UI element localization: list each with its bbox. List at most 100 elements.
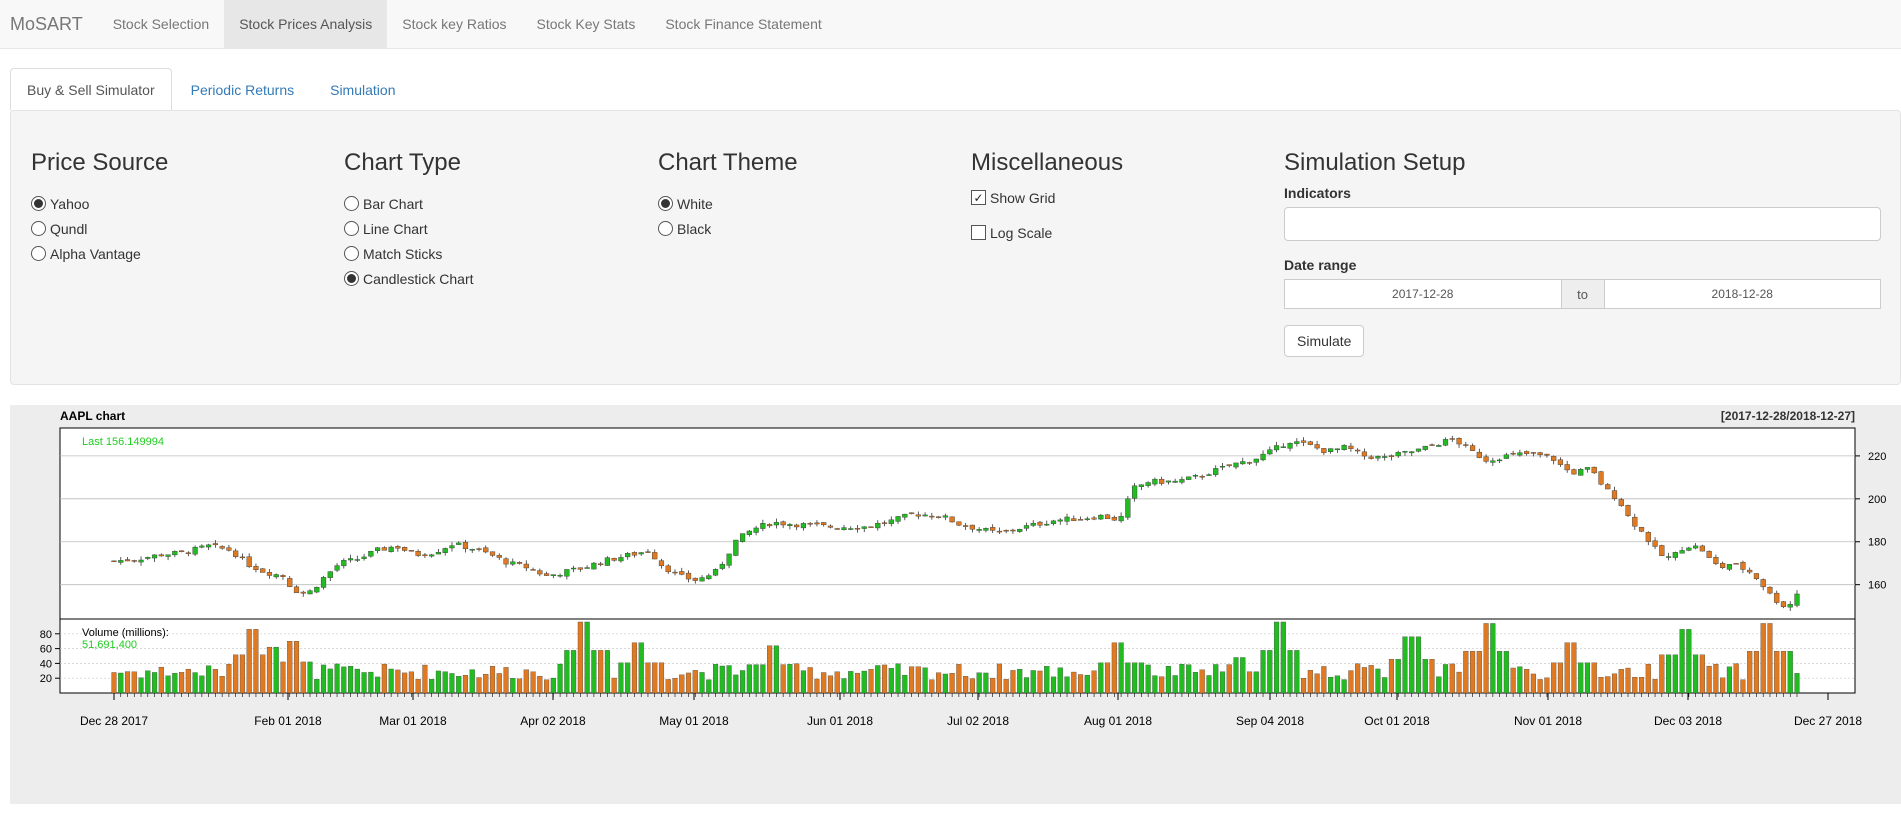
candle-body	[1598, 471, 1604, 485]
volume-bar	[280, 661, 286, 694]
chart-type-group: Chart Type Bar Chart Line Chart Match St…	[344, 149, 474, 291]
volume-bar	[1611, 673, 1618, 694]
candle-body	[699, 577, 705, 582]
volume-bar	[138, 677, 144, 694]
nav-stock-key-ratios[interactable]: Stock key Ratios	[402, 16, 507, 32]
radio-candlestick-chart[interactable]: Candlestick Chart	[344, 266, 474, 291]
volume-layer	[111, 621, 1800, 694]
radio-bar-chart[interactable]: Bar Chart	[344, 191, 474, 216]
candle-body	[327, 571, 333, 578]
candle-body	[875, 523, 881, 529]
candle-body	[341, 559, 347, 567]
date-end-input[interactable]: 2018-12-28	[1603, 279, 1881, 309]
candle-body	[185, 552, 191, 555]
candle-body	[1449, 438, 1455, 440]
candle-body	[645, 551, 651, 553]
app-brand[interactable]: MoSART	[10, 13, 83, 34]
radio-white[interactable]: White	[658, 191, 798, 216]
nav-stock-finance-statement[interactable]: Stock Finance Statement	[665, 16, 822, 32]
date-start-input[interactable]: 2017-12-28	[1284, 279, 1562, 309]
volume-bar	[1463, 651, 1469, 694]
candle-body	[1071, 518, 1077, 522]
radio-button[interactable]	[31, 246, 46, 261]
tab-buy-sell-simulator[interactable]: Buy & Sell Simulator	[10, 68, 172, 111]
candle-body	[942, 515, 948, 518]
candle-body	[1618, 499, 1624, 506]
volume-bar	[212, 669, 218, 694]
volume-bar	[199, 675, 205, 694]
volume-bar	[577, 621, 583, 694]
candle-body	[719, 563, 725, 569]
volume-bar	[922, 667, 928, 694]
radio-button[interactable]	[31, 221, 46, 236]
checkbox-checked-icon[interactable]: ✓	[971, 190, 986, 205]
candle-body	[550, 574, 556, 576]
candle-body	[226, 547, 232, 551]
tab-simulation[interactable]: Simulation	[330, 81, 396, 98]
price-tick-label: 180	[1868, 537, 1886, 549]
candle-body	[1490, 460, 1496, 463]
price-tick-label: 160	[1868, 580, 1886, 592]
radio-button[interactable]	[344, 246, 359, 261]
candle-body	[868, 526, 874, 528]
candle-body	[1044, 523, 1050, 526]
candle-body	[692, 577, 698, 581]
volume-bar	[827, 675, 834, 694]
candle-body	[293, 586, 300, 594]
candle-body	[442, 548, 448, 553]
checkbox-show-grid[interactable]: ✓ Show Grid	[971, 185, 1123, 210]
candle-body	[685, 572, 692, 580]
volume-bar	[1280, 621, 1286, 694]
volume-bar	[1294, 650, 1300, 694]
price-tick-label: 200	[1868, 494, 1886, 506]
candle-body	[1632, 516, 1638, 527]
radio-button[interactable]	[658, 196, 673, 211]
volume-bar	[564, 650, 570, 694]
volume-bar	[192, 672, 198, 694]
candle-body	[124, 559, 131, 562]
radio-button[interactable]	[344, 271, 359, 286]
indicators-input[interactable]	[1284, 207, 1881, 241]
radio-button[interactable]	[344, 221, 359, 236]
candle-body	[1794, 593, 1800, 606]
simulate-button[interactable]: Simulate	[1284, 325, 1365, 357]
candle-body	[983, 527, 989, 531]
volume-bar	[875, 665, 881, 694]
candle-body	[1733, 563, 1739, 565]
volume-bar	[780, 664, 786, 694]
volume-bar	[1497, 651, 1503, 694]
candle-body	[429, 554, 435, 557]
radio-button[interactable]	[658, 221, 673, 236]
nav-stock-selection[interactable]: Stock Selection	[112, 16, 210, 32]
candle-body	[1713, 556, 1719, 565]
candle-body	[760, 522, 766, 529]
candle-body	[1368, 456, 1374, 459]
checkbox-unchecked-icon[interactable]	[971, 225, 986, 240]
radio-alpha-vantage[interactable]: Alpha Vantage	[31, 241, 168, 266]
volume-bar	[685, 672, 692, 694]
checkbox-log-scale[interactable]: Log Scale	[971, 220, 1123, 245]
volume-bar	[503, 667, 509, 694]
radio-qundl[interactable]: Qundl	[31, 216, 168, 241]
nav-stock-key-stats[interactable]: Stock Key Stats	[536, 16, 636, 32]
radio-black[interactable]: Black	[658, 216, 798, 241]
radio-yahoo[interactable]: Yahoo	[31, 191, 168, 216]
volume-bar	[1787, 651, 1793, 694]
volume-bar	[1679, 629, 1685, 694]
volume-bar	[1044, 666, 1050, 694]
volume-bar	[1632, 676, 1638, 694]
volume-bar	[1361, 667, 1367, 694]
nav-stock-prices-analysis[interactable]: Stock Prices Analysis	[224, 0, 388, 48]
volume-bar	[1436, 676, 1442, 694]
candle-body	[1321, 448, 1327, 454]
radio-button[interactable]	[344, 196, 359, 211]
radio-line-chart[interactable]: Line Chart	[344, 216, 474, 241]
volume-bar	[1098, 662, 1104, 694]
radio-match-sticks[interactable]: Match Sticks	[344, 241, 474, 266]
tab-periodic-returns[interactable]: Periodic Returns	[190, 81, 295, 98]
volume-bar	[963, 676, 969, 694]
candle-body	[969, 524, 975, 530]
radio-button[interactable]	[31, 196, 46, 211]
candle-body	[996, 530, 1003, 533]
candle-body	[1219, 465, 1226, 468]
